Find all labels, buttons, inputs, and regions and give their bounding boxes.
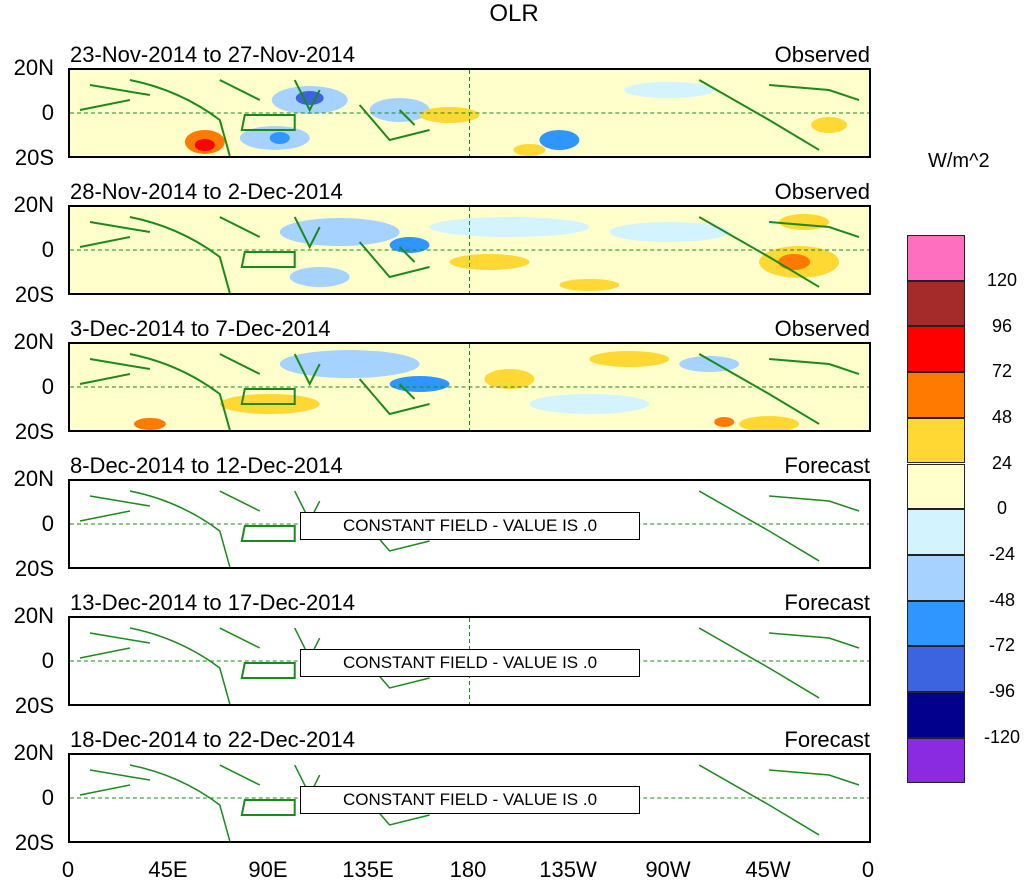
panel-1-date: 23-Nov-2014 to 27-Nov-2014 bbox=[70, 42, 355, 67]
lat-label-0: 0 bbox=[41, 100, 54, 125]
panel-4-type: Forecast bbox=[784, 453, 870, 478]
lat-label-0: 0 bbox=[41, 237, 54, 262]
lat-label-20s: 20S bbox=[14, 145, 54, 170]
lon-label-45w: 45W bbox=[745, 857, 791, 882]
lat-label-20s: 20S bbox=[14, 282, 54, 307]
colorbar-label: 0 bbox=[996, 498, 1007, 518]
colorbar-label: 24 bbox=[991, 453, 1013, 473]
panel-2-date: 28-Nov-2014 to 2-Dec-2014 bbox=[70, 179, 343, 204]
panel-2-type: Observed bbox=[774, 179, 870, 204]
colorbar-swatch bbox=[907, 737, 965, 784]
lon-label-45e: 45E bbox=[148, 857, 188, 882]
lat-label-20n: 20N bbox=[13, 466, 54, 491]
lat-label-0: 0 bbox=[41, 785, 54, 810]
colorbar-label: -24 bbox=[988, 544, 1015, 564]
lat-label-20n: 20N bbox=[13, 603, 54, 628]
panel-4-date: 8-Dec-2014 to 12-Dec-2014 bbox=[70, 453, 343, 478]
colorbar-label: 72 bbox=[991, 361, 1013, 381]
panel-3-type: Observed bbox=[774, 316, 870, 341]
lat-label-0: 0 bbox=[41, 511, 54, 536]
colorbar-label: -96 bbox=[988, 681, 1015, 701]
panel-1-type: Observed bbox=[774, 42, 870, 67]
colorbar-swatch bbox=[907, 600, 965, 647]
panel-5-constant-field-note: CONSTANT FIELD - VALUE IS .0 bbox=[300, 649, 640, 677]
colorbar-units: W/m^2 bbox=[928, 150, 990, 172]
panel-6-constant-field-note: CONSTANT FIELD - VALUE IS .0 bbox=[300, 786, 640, 814]
lat-label-20n: 20N bbox=[13, 740, 54, 765]
colorbar-label: -48 bbox=[988, 590, 1015, 610]
lat-label-20n: 20N bbox=[13, 55, 54, 80]
map-panel-2 bbox=[68, 205, 871, 295]
lon-label-0-east: 0 bbox=[861, 857, 875, 882]
colorbar-label: 48 bbox=[991, 407, 1013, 427]
panel-5-date: 13-Dec-2014 to 17-Dec-2014 bbox=[70, 590, 355, 615]
lon-label-135e: 135E bbox=[342, 857, 394, 882]
colorbar-label: 120 bbox=[986, 270, 1018, 290]
colorbar-swatch bbox=[907, 326, 965, 373]
colorbar-swatch bbox=[907, 554, 965, 601]
colorbar-swatch bbox=[907, 280, 965, 327]
colorbar-swatch bbox=[907, 372, 965, 418]
panel-3-date: 3-Dec-2014 to 7-Dec-2014 bbox=[70, 316, 331, 341]
chart-title: OLR bbox=[489, 0, 539, 27]
colorbar-swatch bbox=[907, 646, 965, 692]
colorbar-swatch bbox=[907, 692, 965, 738]
colorbar-swatch bbox=[907, 509, 965, 555]
colorbar-swatch bbox=[907, 463, 965, 510]
lat-label-0: 0 bbox=[41, 374, 54, 399]
lon-label-0: 0 bbox=[61, 857, 75, 882]
lat-label-0: 0 bbox=[41, 648, 54, 673]
panel-4-constant-field-note: CONSTANT FIELD - VALUE IS .0 bbox=[300, 512, 640, 540]
lat-label-20n: 20N bbox=[13, 192, 54, 217]
lat-label-20s: 20S bbox=[14, 830, 54, 855]
panel-6-date: 18-Dec-2014 to 22-Dec-2014 bbox=[70, 727, 355, 752]
lat-label-20s: 20S bbox=[14, 556, 54, 581]
lat-label-20n: 20N bbox=[13, 329, 54, 354]
colorbar-label: -120 bbox=[983, 727, 1021, 747]
colorbar-swatch bbox=[907, 235, 965, 281]
lon-label-135w: 135W bbox=[539, 857, 597, 882]
lon-label-90w: 90W bbox=[645, 857, 691, 882]
map-panel-1 bbox=[68, 68, 871, 158]
panel-5-type: Forecast bbox=[784, 590, 870, 615]
colorbar-label: 96 bbox=[991, 316, 1013, 336]
lat-label-20s: 20S bbox=[14, 419, 54, 444]
lon-label-90e: 90E bbox=[248, 857, 288, 882]
colorbar-label: -72 bbox=[988, 635, 1015, 655]
colorbar-swatch bbox=[907, 417, 965, 464]
lat-label-20s: 20S bbox=[14, 693, 54, 718]
lon-label-180: 180 bbox=[449, 857, 487, 882]
panel-6-type: Forecast bbox=[784, 727, 870, 752]
map-panel-3 bbox=[68, 342, 871, 432]
